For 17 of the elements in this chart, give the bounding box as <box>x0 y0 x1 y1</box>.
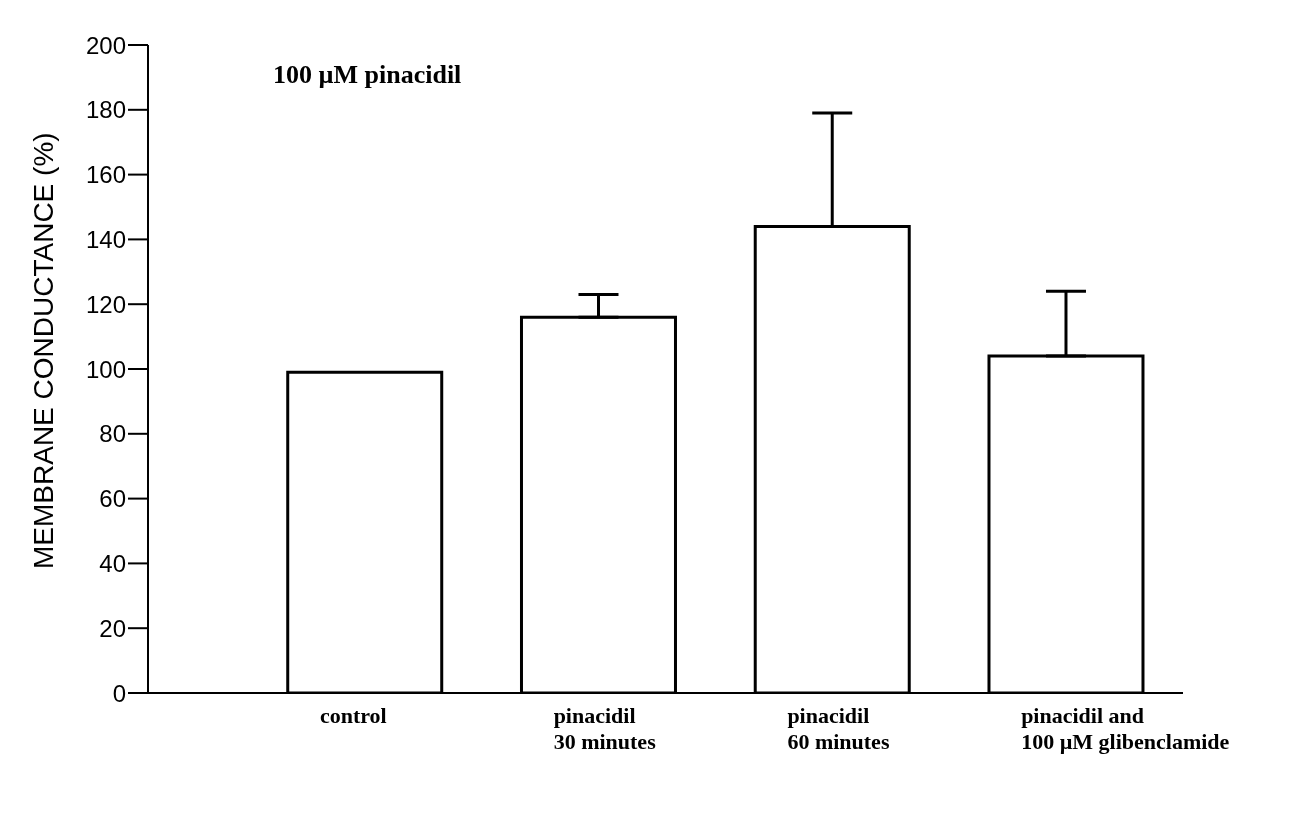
annotation: 100 µM pinacidil <box>273 60 462 90</box>
y-tick-label: 60 <box>99 485 126 513</box>
x-tick-label: control <box>319 703 387 728</box>
y-tick-label: 180 <box>85 96 126 124</box>
y-tick-label: 40 <box>99 549 126 577</box>
y-tick-label: 80 <box>99 420 126 448</box>
x-tick-label: pinacidil and 100 µM glibenclamide <box>1021 703 1230 754</box>
y-tick-label: 20 <box>99 614 126 642</box>
x-tick-label: pinacidil 60 minutes <box>787 703 890 754</box>
y-tick-label: 200 <box>85 31 126 59</box>
y-tick-label: 100 <box>85 355 126 383</box>
y-tick-label: 160 <box>85 161 126 189</box>
y-tick-label: 140 <box>85 225 126 253</box>
x-tick-label: pinacidil 30 minutes <box>553 703 657 754</box>
y-tick-label: 0 <box>112 679 126 707</box>
y-tick-label: 120 <box>85 290 126 318</box>
y-axis-title: MEMBRANE CONDUCTANCE (%) <box>27 132 59 569</box>
